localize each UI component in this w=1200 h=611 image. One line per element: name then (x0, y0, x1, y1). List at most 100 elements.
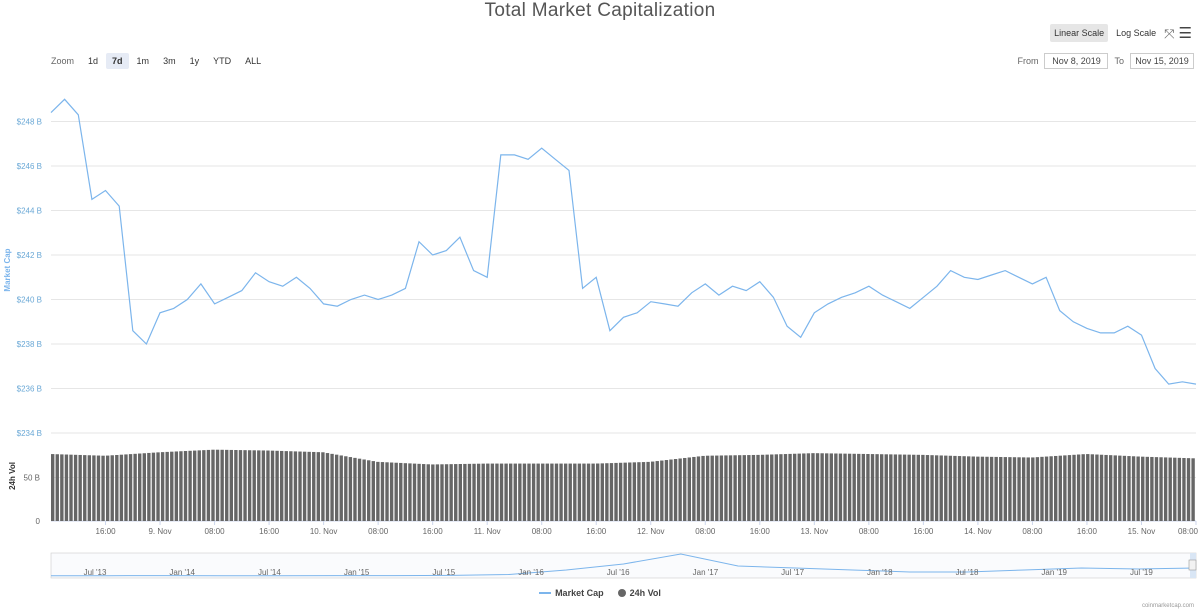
x-tick-label: 16:00 (750, 527, 771, 536)
volume-bar (339, 455, 343, 521)
volume-bar (756, 454, 760, 521)
volume-bar (243, 450, 247, 521)
volume-bar (660, 460, 664, 521)
volume-bar (770, 454, 774, 521)
zoom-bar: Zoom 1d 7d 1m 3m 1y YTD ALL (51, 53, 267, 69)
volume-bar (967, 456, 971, 521)
volume-bar (866, 454, 870, 521)
fullscreen-icon[interactable]: ⤧ (1164, 25, 1175, 41)
x-tick-label: 16:00 (423, 527, 444, 536)
volume-bar (962, 456, 966, 521)
log-scale-button[interactable]: Log Scale (1116, 28, 1157, 38)
x-tick-label: 15. Nov (1128, 527, 1156, 536)
volume-bar (765, 454, 769, 521)
zoom-3m-button[interactable]: 3m (163, 56, 176, 66)
volume-bar (124, 454, 128, 521)
volume-bar (220, 449, 224, 521)
volume-bar (357, 458, 362, 521)
volume-bar (852, 453, 856, 521)
volume-bar (316, 452, 321, 521)
x-tick-label: 12. Nov (637, 527, 665, 536)
volume-bar (371, 461, 375, 521)
volume-bar (632, 462, 637, 521)
zoom-all-button[interactable]: ALL (245, 56, 262, 66)
volume-bar (944, 455, 948, 521)
volume-bar (683, 457, 687, 521)
volume-bar (202, 450, 206, 521)
volume-bar (811, 453, 815, 521)
navigator-label: Jan '16 (518, 568, 544, 577)
navigator-label: Jul '19 (1130, 568, 1153, 577)
volume-bar (710, 455, 714, 521)
navigator-label: Jul '14 (258, 568, 281, 577)
volume-bar (609, 463, 614, 521)
volume-bar (330, 453, 334, 521)
volume-bar (971, 456, 975, 521)
navigator-label: Jul '16 (607, 568, 630, 577)
volume-bar (742, 455, 746, 521)
volume-bar (536, 463, 540, 521)
volume-bar (1099, 454, 1104, 521)
to-date-input[interactable] (1130, 53, 1194, 69)
linear-scale-button[interactable]: Linear Scale (1050, 24, 1109, 42)
legend-market-cap-label: Market Cap (555, 588, 604, 598)
volume-bar (312, 451, 316, 521)
zoom-ytd-button[interactable]: YTD (213, 56, 232, 66)
volume-bar (188, 450, 192, 521)
volume-bar (348, 457, 353, 521)
volume-bar (861, 453, 866, 521)
volume-bar (499, 463, 504, 521)
volume-bar (628, 462, 632, 521)
volume-bar (266, 450, 270, 521)
volume-bar (1159, 457, 1163, 521)
zoom-1y-button[interactable]: 1y (189, 56, 200, 66)
volume-bar (600, 463, 604, 521)
x-tick-label: 11. Nov (474, 527, 501, 536)
volume-bar (247, 450, 252, 521)
price-tick-label: $240 B (17, 296, 42, 305)
from-date-input[interactable] (1044, 53, 1109, 69)
volume-bar (302, 451, 307, 521)
volume-bar (472, 463, 476, 521)
volume-bar (1154, 457, 1159, 521)
volume-bar (646, 461, 650, 521)
volume-bar (577, 463, 582, 521)
legend-market-cap[interactable]: Market Cap (539, 588, 604, 598)
volume-bar (870, 454, 875, 521)
navigator-handle[interactable] (1188, 559, 1197, 571)
price-tick-label: $242 B (17, 251, 42, 260)
volume-bar (687, 457, 691, 521)
volume-bar (728, 455, 733, 521)
volume-bar (994, 456, 998, 521)
zoom-7d-button[interactable]: 7d (106, 53, 129, 69)
volume-bar (1145, 456, 1149, 521)
volume-bar (1076, 454, 1081, 521)
zoom-1d-button[interactable]: 1d (88, 56, 99, 66)
volume-bar (999, 456, 1003, 521)
volume-bar (509, 463, 513, 521)
volume-bar (875, 454, 879, 521)
volume-bar (797, 453, 801, 521)
volume-bar (623, 462, 627, 521)
volume-bar (1177, 457, 1182, 521)
volume-bar (133, 453, 137, 521)
legend-24h-vol[interactable]: 24h Vol (617, 588, 661, 598)
x-tick-label: 13. Nov (801, 527, 829, 536)
volume-bar (408, 463, 412, 521)
zoom-1m-button[interactable]: 1m (136, 56, 150, 66)
volume-bar (618, 462, 623, 521)
price-tick-label: $246 B (17, 162, 42, 171)
volume-bar (215, 449, 220, 521)
volume-bar (51, 454, 55, 521)
x-tick-label: 08:00 (1022, 527, 1043, 536)
menu-icon[interactable]: ☰ (1178, 24, 1192, 42)
volume-bar (788, 453, 792, 521)
volume-bar (930, 455, 934, 521)
volume-bar (1086, 454, 1090, 521)
volume-bar (467, 463, 472, 521)
volume-bar (394, 462, 398, 521)
volume-bar (138, 453, 142, 521)
volume-bar (1122, 455, 1127, 521)
volume-bar (380, 462, 385, 521)
